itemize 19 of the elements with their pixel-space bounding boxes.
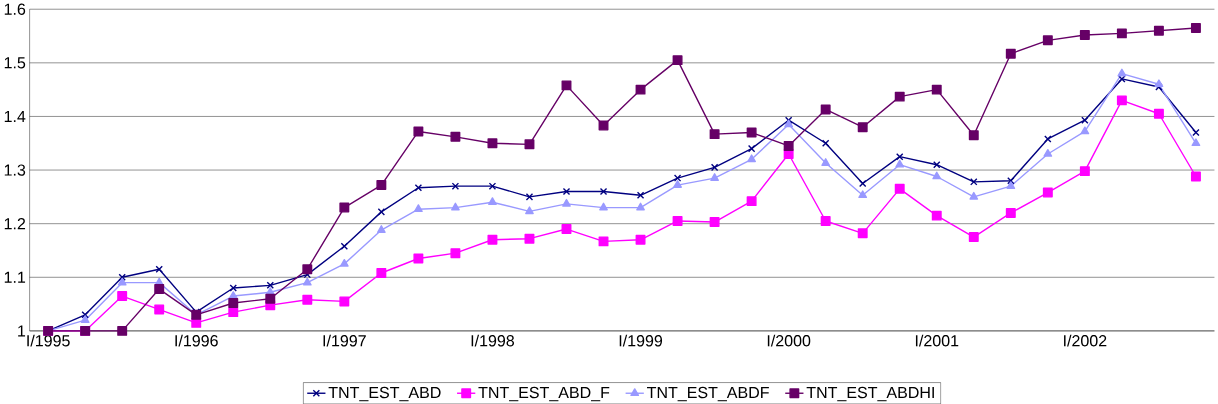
y-tick-label: 1.6 bbox=[4, 3, 26, 15]
legend-label: TNT_EST_ABD_F bbox=[478, 386, 610, 402]
x-tick-label: I/2002 bbox=[1064, 334, 1107, 347]
legend-label: TNT_EST_ABDHI bbox=[806, 386, 934, 402]
x-tick-label: I/1998 bbox=[471, 334, 515, 347]
y-tick-label: 1.2 bbox=[4, 218, 26, 230]
legend-label: TNT_EST_ABDF bbox=[647, 386, 769, 402]
y-tick-label: 1.5 bbox=[4, 57, 26, 69]
y-tick-label: 1.3 bbox=[4, 164, 26, 176]
x-tick-label: I/1999 bbox=[619, 334, 663, 347]
x-tick-label: I/1995 bbox=[27, 334, 70, 347]
y-tick-label: 1.4 bbox=[4, 110, 26, 122]
y-tick-label: 1 bbox=[18, 325, 26, 337]
x-tick-label: I/1997 bbox=[323, 334, 366, 347]
y-tick-label: 1.1 bbox=[4, 271, 26, 283]
legend-label: TNT_EST_ABD bbox=[328, 386, 441, 402]
x-tick-label: I/2000 bbox=[767, 334, 811, 347]
x-tick-label: I/2001 bbox=[915, 334, 959, 347]
x-tick-label: I/1996 bbox=[175, 334, 218, 347]
